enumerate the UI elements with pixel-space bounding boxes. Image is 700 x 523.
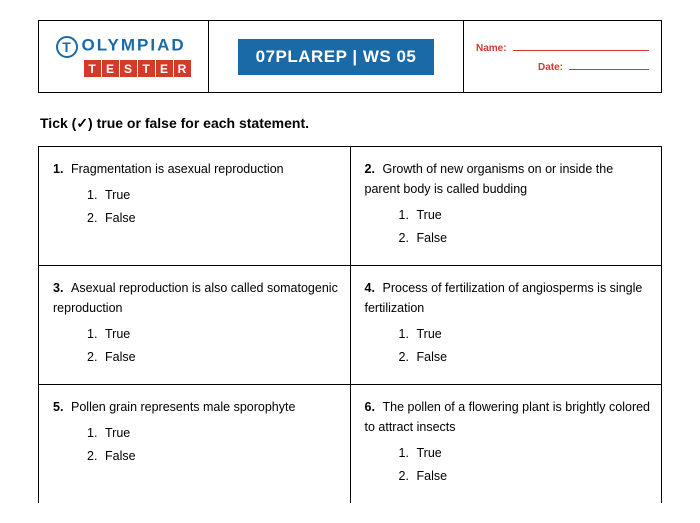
options: 1.True 2.False: [53, 185, 340, 228]
option-true: 1.True: [399, 205, 652, 225]
option-number: 2.: [87, 446, 105, 466]
options: 1.True 2.False: [53, 423, 340, 466]
worksheet-title: 07PLAREP | WS 05: [238, 39, 435, 75]
option-label: False: [105, 211, 136, 225]
question-text: The pollen of a flowering plant is brigh…: [365, 400, 651, 434]
option-false: 2.False: [87, 347, 340, 367]
logo-letter: E: [156, 60, 173, 77]
options: 1.True 2.False: [53, 324, 340, 367]
question-text: Pollen grain represents male sporophyte: [71, 400, 295, 414]
option-false: 2.False: [399, 466, 652, 486]
option-number: 2.: [399, 347, 417, 367]
question-cell: 6.The pollen of a flowering plant is bri…: [350, 385, 662, 504]
name-row: Name:: [476, 41, 649, 54]
meta-cell: Name: Date:: [464, 21, 662, 93]
option-number: 1.: [87, 324, 105, 344]
option-number: 1.: [399, 443, 417, 463]
name-line: [513, 41, 649, 51]
option-true: 1.True: [87, 423, 340, 443]
question-cell: 5.Pollen grain represents male sporophyt…: [39, 385, 351, 504]
logo-circle-icon: T: [56, 36, 78, 58]
question-number: 1.: [53, 159, 71, 179]
question-cell: 3.Asexual reproduction is also called so…: [39, 266, 351, 385]
option-label: False: [417, 469, 448, 483]
header-table: TOLYMPIAD T E S T E R 07PLAREP | WS 05: [38, 20, 662, 93]
option-label: True: [105, 426, 130, 440]
question-number: 2.: [365, 159, 383, 179]
logo-word-top: OLYMPIAD: [82, 35, 186, 54]
question-number: 3.: [53, 278, 71, 298]
question-text: Growth of new organisms on or inside the…: [365, 162, 614, 196]
instruction-text: Tick (✓) true or false for each statemen…: [40, 115, 660, 132]
option-label: False: [417, 231, 448, 245]
options: 1.True 2.False: [365, 324, 652, 367]
title-cell: 07PLAREP | WS 05: [209, 21, 464, 93]
option-true: 1.True: [87, 324, 340, 344]
option-true: 1.True: [399, 324, 652, 344]
option-true: 1.True: [87, 185, 340, 205]
date-label: Date:: [538, 62, 563, 73]
option-false: 2.False: [87, 208, 340, 228]
option-label: False: [417, 350, 448, 364]
option-number: 1.: [399, 205, 417, 225]
name-label: Name:: [476, 43, 507, 54]
question-text: Asexual reproduction is also called soma…: [53, 281, 338, 315]
option-number: 2.: [87, 347, 105, 367]
option-label: False: [105, 449, 136, 463]
options: 1.True 2.False: [365, 205, 652, 248]
option-label: True: [417, 446, 442, 460]
logo-letter: S: [120, 60, 137, 77]
logo-letter: E: [102, 60, 119, 77]
date-row: Date:: [476, 60, 649, 73]
option-label: True: [417, 208, 442, 222]
question-table: 1.Fragmentation is asexual reproduction …: [38, 146, 662, 503]
options: 1.True 2.False: [365, 443, 652, 486]
option-number: 2.: [87, 208, 105, 228]
date-line: [569, 60, 649, 70]
logo: TOLYMPIAD T E S T E R: [56, 36, 192, 77]
option-label: True: [417, 327, 442, 341]
option-true: 1.True: [399, 443, 652, 463]
question-cell: 1.Fragmentation is asexual reproduction …: [39, 147, 351, 266]
question-cell: 2.Growth of new organisms on or inside t…: [350, 147, 662, 266]
question-cell: 4.Process of fertilization of angiosperm…: [350, 266, 662, 385]
logo-letter: T: [138, 60, 155, 77]
logo-cell: TOLYMPIAD T E S T E R: [39, 21, 209, 93]
worksheet-page: TOLYMPIAD T E S T E R 07PLAREP | WS 05: [0, 0, 700, 523]
option-number: 2.: [399, 228, 417, 248]
question-number: 5.: [53, 397, 71, 417]
question-number: 6.: [365, 397, 383, 417]
option-number: 1.: [87, 423, 105, 443]
option-number: 2.: [399, 466, 417, 486]
logo-bottom-row: T E S T E R: [84, 60, 192, 77]
option-false: 2.False: [399, 228, 652, 248]
option-label: True: [105, 327, 130, 341]
option-label: True: [105, 188, 130, 202]
option-number: 1.: [399, 324, 417, 344]
logo-top-row: TOLYMPIAD: [56, 36, 192, 58]
logo-letter: R: [174, 60, 191, 77]
option-label: False: [105, 350, 136, 364]
option-false: 2.False: [399, 347, 652, 367]
question-number: 4.: [365, 278, 383, 298]
question-text: Process of fertilization of angiosperms …: [365, 281, 643, 315]
option-number: 1.: [87, 185, 105, 205]
logo-letter: T: [84, 60, 101, 77]
option-false: 2.False: [87, 446, 340, 466]
question-text: Fragmentation is asexual reproduction: [71, 162, 284, 176]
